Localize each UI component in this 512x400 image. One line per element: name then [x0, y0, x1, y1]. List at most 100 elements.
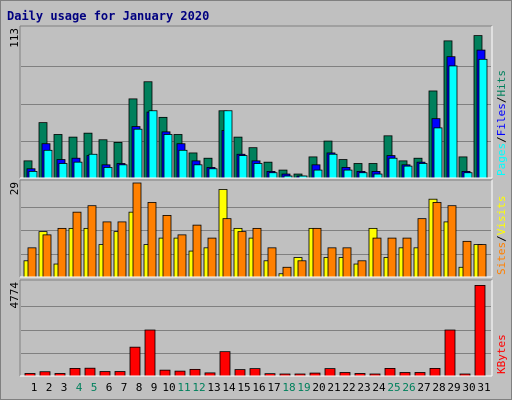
pages-bar-day-13: [208, 168, 218, 179]
day-label-30: 30: [462, 381, 475, 394]
sites-bar-day-10: [162, 215, 172, 278]
pages-bar-day-8: [133, 128, 143, 179]
hits-legend: Pages/Files/Hits: [495, 70, 508, 176]
kbytes-bar-day-31: [474, 285, 486, 377]
kbytes-bar-day-16: [249, 368, 261, 377]
sites-bar-day-11: [177, 234, 187, 278]
kbytes-bar-day-11: [174, 370, 186, 377]
sites-bar-day-19: [297, 260, 307, 278]
day-label-19: 19: [297, 381, 310, 394]
legend-separator: /: [495, 136, 508, 143]
legend-files: Files: [495, 103, 508, 136]
legend-sites: Sites: [495, 242, 508, 275]
pages-bar-day-5: [88, 153, 98, 179]
day-label-21: 21: [327, 381, 340, 394]
sites-bar-day-30: [462, 240, 472, 278]
day-label-18: 18: [282, 381, 295, 394]
day-label-29: 29: [447, 381, 460, 394]
pages-bar-day-22: [343, 169, 353, 179]
pages-bar-day-11: [178, 149, 188, 179]
kbytes-bar-day-9: [144, 329, 156, 377]
sites-bar-day-3: [57, 227, 67, 278]
pages-bar-day-27: [418, 163, 428, 179]
day-label-10: 10: [162, 381, 175, 394]
kbytes-bar-day-6: [99, 371, 111, 377]
pages-bar-day-21: [328, 153, 338, 179]
day-label-27: 27: [417, 381, 430, 394]
sites-bar-day-29: [447, 205, 457, 278]
sites-bar-day-21: [327, 247, 337, 278]
sites-bar-day-2: [42, 234, 52, 278]
pages-bar-day-17: [268, 172, 278, 179]
sites-bar-day-16: [252, 227, 262, 278]
kbytes-bar-day-10: [159, 369, 171, 377]
pages-bar-day-15: [238, 155, 248, 179]
day-label-23: 23: [357, 381, 370, 394]
legend-separator: /: [495, 97, 508, 104]
day-label-20: 20: [312, 381, 325, 394]
sites-bar-day-28: [432, 202, 442, 278]
day-label-16: 16: [252, 381, 265, 394]
sites-bar-day-7: [117, 221, 127, 278]
kbytes-bar-day-21: [324, 368, 336, 377]
day-label-5: 5: [91, 381, 98, 394]
sites-bar-day-26: [402, 237, 412, 278]
legend-separator: /: [495, 235, 508, 242]
pages-bar-day-14: [223, 110, 233, 179]
sites-bar-day-18: [282, 266, 292, 278]
sites-bar-day-15: [237, 231, 247, 278]
kbytes-bar-day-2: [39, 371, 51, 377]
day-label-1: 1: [31, 381, 38, 394]
pages-bar-day-1: [28, 171, 38, 179]
kbytes-bar-day-26: [399, 372, 411, 377]
pages-bar-day-26: [403, 165, 413, 179]
pages-bar-day-29: [448, 65, 458, 179]
kbytes-bar-day-12: [189, 368, 201, 377]
day-label-31: 31: [477, 381, 490, 394]
kbytes-bar-day-29: [444, 329, 456, 377]
legend-visits: Visits: [495, 196, 508, 236]
day-label-7: 7: [121, 381, 128, 394]
visits-ymax-label: 29: [8, 182, 21, 195]
sites-bar-day-20: [312, 227, 322, 278]
kbytes-bar-day-8: [129, 346, 141, 377]
visits-legend: Sites/Visits: [495, 196, 508, 276]
pages-bar-day-6: [103, 167, 113, 179]
kbytes-bar-day-7: [114, 371, 126, 377]
day-label-8: 8: [136, 381, 143, 394]
sites-bar-day-27: [417, 218, 427, 278]
pages-bar-day-24: [373, 173, 383, 179]
day-label-3: 3: [61, 381, 68, 394]
kbytes-bar-day-14: [219, 351, 231, 377]
kbytes-legend: KBytes: [495, 334, 508, 374]
sites-bar-day-4: [72, 211, 82, 278]
sites-bar-day-1: [27, 247, 37, 278]
pages-bar-day-23: [358, 172, 368, 179]
pages-bar-day-9: [148, 110, 158, 179]
hits-ymax-label: 113: [8, 28, 21, 48]
kbytes-bar-day-5: [84, 367, 96, 377]
chart-title: Daily usage for January 2020: [7, 9, 210, 23]
day-label-11: 11: [177, 381, 190, 394]
sites-bar-day-13: [207, 237, 217, 278]
day-label-2: 2: [46, 381, 53, 394]
legend-pages: Pages: [495, 143, 508, 176]
kbytes-bar-day-25: [384, 368, 396, 377]
day-label-6: 6: [106, 381, 113, 394]
kbytes-bar-day-4: [69, 368, 81, 377]
kbytes-ymax-label: 4774: [8, 282, 21, 309]
sites-bar-day-25: [387, 237, 397, 278]
pages-bar-day-7: [118, 164, 128, 179]
day-label-13: 13: [207, 381, 220, 394]
pages-bar-day-16: [253, 163, 263, 179]
sites-bar-day-8: [132, 182, 142, 278]
legend-kbytes: KBytes: [495, 334, 508, 374]
pages-bar-day-2: [43, 149, 53, 179]
day-label-15: 15: [237, 381, 250, 394]
sites-bar-day-14: [222, 218, 232, 278]
sites-bar-day-6: [102, 221, 112, 278]
kbytes-bar-day-15: [234, 369, 246, 377]
kbytes-bar-day-27: [414, 372, 426, 377]
day-label-22: 22: [342, 381, 355, 394]
pages-bar-day-12: [193, 164, 203, 179]
